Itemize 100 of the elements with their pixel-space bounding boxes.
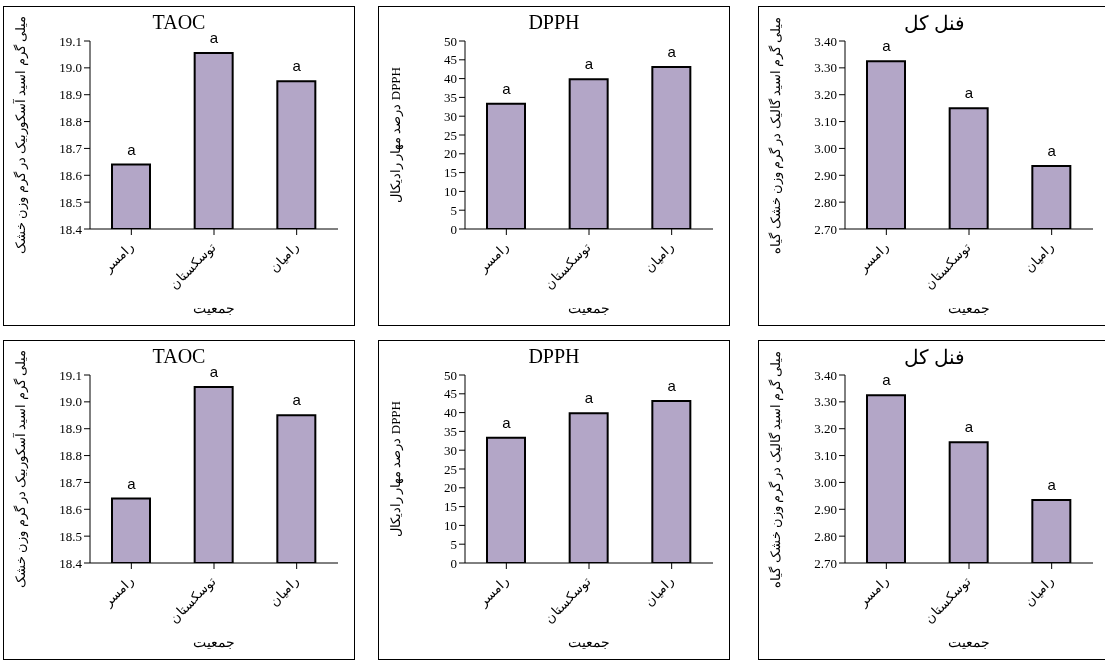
y-tick-label: 3.40 (814, 33, 837, 49)
y-tick-label: 0 (450, 555, 457, 571)
annotation: a (1047, 141, 1057, 159)
x-axis-title: جمعیت (568, 635, 610, 650)
annotation: a (584, 55, 594, 73)
y-tick-label: 30 (444, 442, 457, 458)
annotation: a (667, 376, 677, 394)
y-tick-label: 18.4 (59, 555, 83, 571)
y-tick-label: 19.1 (59, 367, 82, 383)
y-tick-label: 5 (450, 536, 457, 552)
y-tick-label: 40 (444, 405, 457, 421)
x-tick-label: توسکستان (166, 573, 220, 627)
y-tick-label: 3.00 (814, 475, 837, 491)
y-tick-label: 18.8 (59, 114, 82, 130)
y-tick-label: 18.5 (59, 528, 82, 544)
y-axis-title: میلی گرم اسید آسکوربیک در گرم وزن خشک (11, 16, 29, 254)
y-axis-title: میلی گرم اسید آسکوربیک در گرم وزن خشک (11, 350, 29, 588)
y-tick-label: 2.90 (814, 167, 837, 183)
y-tick-label: 2.80 (814, 194, 837, 210)
x-tick-label: رامسر (99, 239, 137, 277)
y-tick-label: 45 (444, 386, 457, 402)
y-tick-label: 50 (444, 33, 457, 49)
x-tick-label: توسکستان (541, 239, 595, 293)
annotation: a (1047, 475, 1057, 493)
x-tick-label: توسکستان (921, 573, 975, 627)
y-tick-label: 50 (444, 367, 457, 383)
y-tick-label: 3.30 (814, 394, 837, 410)
y-tick-label: 18.7 (59, 141, 83, 157)
annotation: a (502, 79, 512, 97)
y-tick-label: 18.4 (59, 221, 83, 237)
annotation: a (964, 418, 974, 436)
y-tick-label: 0 (450, 221, 457, 237)
annotation: a (292, 57, 302, 75)
y-tick-label: 35 (444, 424, 457, 440)
y-tick-label: 35 (444, 90, 457, 106)
y-axis-title: میلی گرم اسید گالیک در گرم وزن خشک گیاه (767, 16, 784, 254)
annotation: a (127, 140, 137, 158)
chart-title: DPPH (527, 345, 581, 368)
chart-title: DPPH (527, 11, 581, 34)
annotation: a (882, 371, 892, 389)
chart-title: TAOC (152, 345, 206, 367)
annotation: a (209, 363, 219, 381)
y-tick-label: 15 (444, 165, 457, 181)
x-tick-label: رامسر (99, 573, 137, 611)
x-tick-label: رامسر (474, 573, 512, 611)
y-tick-label: 40 (444, 71, 457, 87)
y-tick-label: 18.5 (59, 194, 82, 210)
y-tick-label: 20 (444, 480, 457, 496)
chart-title: TAOC (152, 11, 206, 33)
chart-title: فنل کل (903, 12, 965, 34)
x-tick-label: رامسر (474, 239, 512, 277)
x-axis-title: جمعیت (193, 301, 235, 316)
y-tick-label: 3.20 (814, 87, 837, 103)
y-tick-label: 25 (444, 461, 457, 477)
y-tick-label: 19.0 (59, 394, 82, 410)
x-axis-title: جمعیت (568, 301, 610, 316)
x-tick-label: رامسر (854, 573, 892, 611)
y-tick-label: 20 (444, 146, 457, 162)
y-tick-label: 2.90 (814, 501, 837, 517)
x-tick-label: توسکستان (921, 239, 975, 293)
x-tick-label: رامیان (1021, 573, 1058, 610)
y-tick-label: 3.30 (814, 60, 837, 76)
y-tick-label: 15 (444, 499, 457, 515)
y-tick-label: 19.0 (59, 60, 82, 76)
y-tick-label: 2.70 (814, 555, 837, 571)
y-tick-label: 3.20 (814, 421, 837, 437)
x-axis-title: جمعیت (948, 635, 990, 650)
y-tick-label: 18.9 (59, 421, 82, 437)
y-axis-title: درصد مهار رادیکال DPPH (387, 401, 404, 537)
x-tick-label: رامیان (266, 573, 303, 610)
y-tick-label: 18.6 (59, 167, 83, 183)
y-tick-label: 45 (444, 52, 457, 68)
y-tick-label: 18.8 (59, 448, 82, 464)
y-tick-label: 5 (450, 202, 457, 218)
x-tick-label: رامسر (854, 239, 892, 277)
x-tick-label: رامیان (1021, 239, 1058, 276)
y-tick-label: 3.10 (814, 448, 837, 464)
x-axis-title: جمعیت (948, 301, 990, 316)
y-tick-label: 19.1 (59, 33, 82, 49)
x-tick-label: رامیان (641, 573, 678, 610)
y-tick-label: 3.40 (814, 367, 837, 383)
annotation: a (292, 391, 302, 409)
y-tick-label: 30 (444, 108, 457, 124)
y-tick-label: 3.00 (814, 141, 837, 157)
annotation: a (127, 474, 137, 492)
y-tick-label: 25 (444, 127, 457, 143)
y-tick-label: 2.80 (814, 528, 837, 544)
y-tick-label: 3.10 (814, 114, 837, 130)
x-tick-label: رامیان (641, 239, 678, 276)
y-tick-label: 2.70 (814, 221, 837, 237)
x-tick-label: رامیان (266, 239, 303, 276)
y-axis-title: درصد مهار رادیکال DPPH (387, 67, 404, 203)
annotation: a (502, 413, 512, 431)
x-axis-title: جمعیت (193, 635, 235, 650)
annotation: a (964, 84, 974, 102)
chart-title: فنل کل (903, 346, 965, 368)
annotation: a (584, 389, 594, 407)
x-tick-label: توسکستان (166, 239, 220, 293)
y-axis-title: میلی گرم اسید گالیک در گرم وزن خشک گیاه (767, 350, 784, 588)
annotation: a (667, 42, 677, 60)
